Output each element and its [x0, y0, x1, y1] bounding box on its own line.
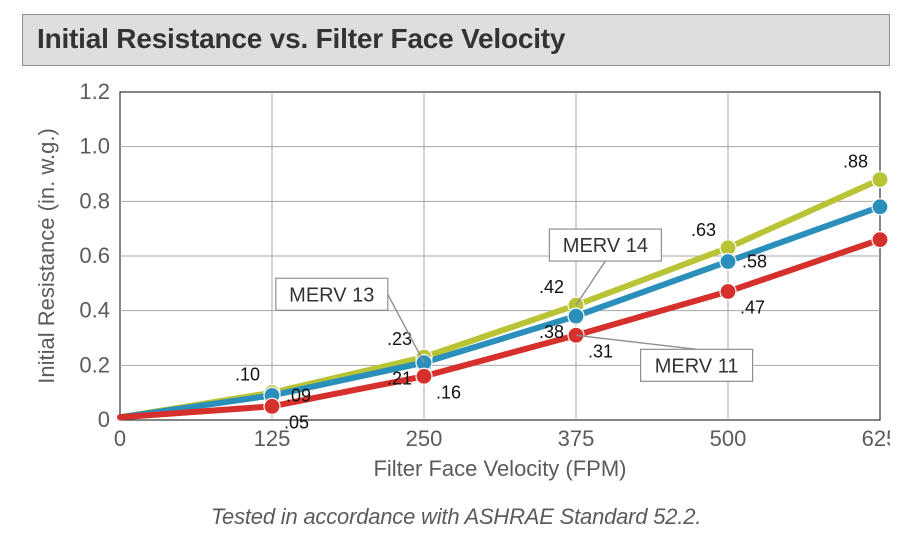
chart-title: Initial Resistance vs. Filter Face Veloc…	[22, 14, 890, 66]
svg-text:MERV 13: MERV 13	[289, 284, 374, 306]
svg-text:0.6: 0.6	[79, 243, 110, 268]
svg-text:375: 375	[558, 426, 595, 451]
svg-text:.31: .31	[588, 341, 613, 361]
svg-text:.63: .63	[691, 220, 716, 240]
svg-text:.38: .38	[539, 322, 564, 342]
svg-text:Filter Face Velocity (FPM): Filter Face Velocity (FPM)	[373, 456, 626, 481]
svg-text:1.2: 1.2	[79, 80, 110, 104]
svg-text:MERV 11: MERV 11	[655, 355, 739, 377]
svg-text:250: 250	[406, 426, 443, 451]
svg-text:0: 0	[98, 407, 110, 432]
svg-text:.88: .88	[843, 151, 868, 171]
svg-text:0.2: 0.2	[79, 352, 110, 377]
svg-text:.16: .16	[436, 382, 461, 402]
svg-text:Initial Resistance (in. w.g.): Initial Resistance (in. w.g.)	[34, 128, 59, 384]
chart-container: Initial Resistance vs. Filter Face Veloc…	[0, 0, 912, 538]
svg-text:625: 625	[862, 426, 890, 451]
chart-area: 012525037550062500.20.40.60.81.01.2Filte…	[22, 80, 890, 500]
svg-text:.09: .09	[286, 385, 311, 405]
svg-text:0.8: 0.8	[79, 188, 110, 213]
line-chart: 012525037550062500.20.40.60.81.01.2Filte…	[22, 80, 890, 500]
svg-text:1.0: 1.0	[79, 134, 110, 159]
svg-text:.47: .47	[740, 298, 765, 318]
svg-text:500: 500	[710, 426, 747, 451]
svg-text:0.4: 0.4	[79, 298, 110, 323]
svg-text:.10: .10	[235, 365, 260, 385]
svg-text:0: 0	[114, 426, 126, 451]
svg-text:.42: .42	[539, 277, 564, 297]
svg-text:.21: .21	[387, 369, 412, 389]
svg-text:.58: .58	[742, 251, 767, 271]
svg-text:MERV 14: MERV 14	[563, 235, 648, 257]
svg-text:.05: .05	[284, 412, 309, 432]
chart-footnote: Tested in accordance with ASHRAE Standar…	[22, 504, 890, 530]
